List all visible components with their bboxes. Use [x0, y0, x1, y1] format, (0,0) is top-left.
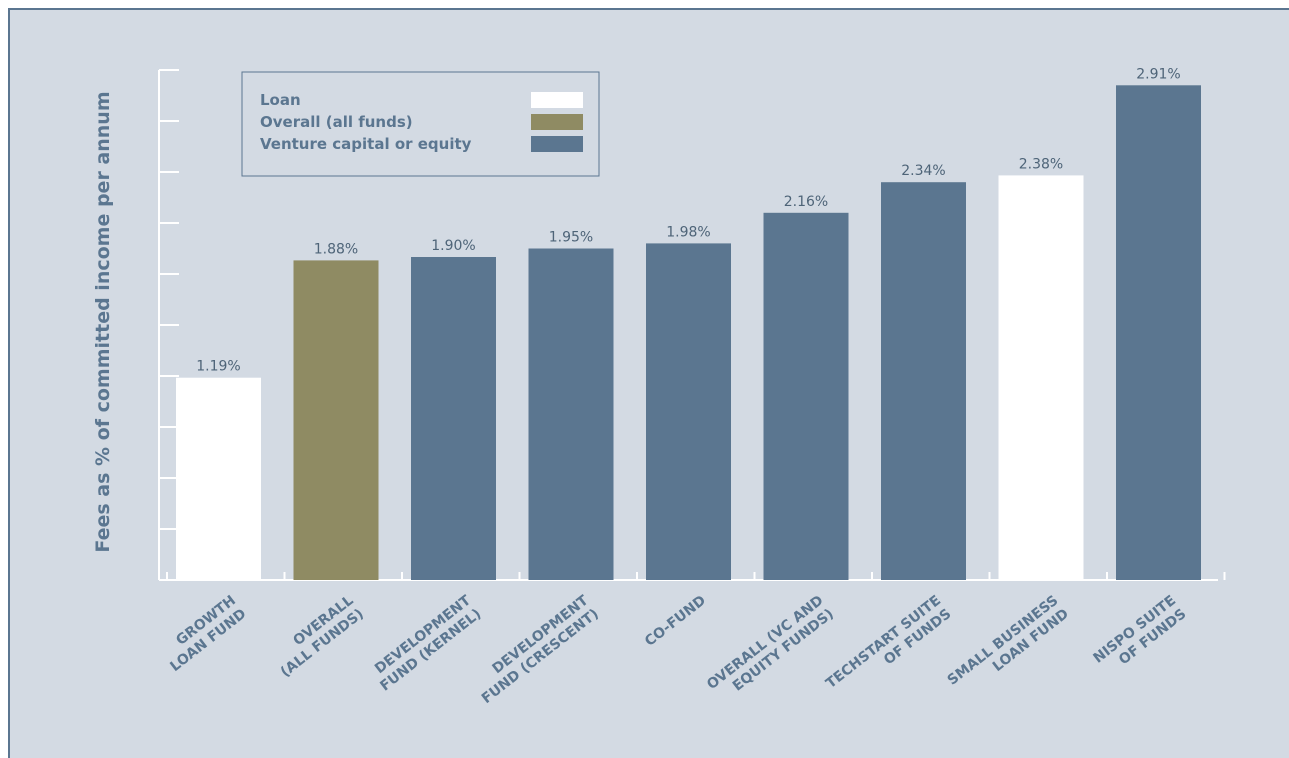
bars	[176, 85, 1201, 581]
bar-value-label: 1.19%	[196, 359, 240, 375]
bar	[293, 260, 379, 580]
y-axis-title: Fees as % of committed income per annum	[92, 91, 114, 552]
legend: Loan Overall (all funds) Venture capital o…	[241, 71, 600, 177]
legend-label: Loan	[260, 91, 301, 109]
bar	[881, 182, 966, 580]
bar-value-label: 1.90%	[431, 238, 475, 254]
bar-value-label: 1.88%	[314, 241, 358, 257]
bar-value-label: 2.91%	[1136, 66, 1180, 82]
bar-chart: 1.19% 1.88% 1.90% 1.95% 1.98% 2.16% 2.34% 2.38%…	[92, 66, 1226, 707]
chart-frame: 1.19% 1.88% 1.90% 1.95% 1.98% 2.16% 2.34% 2.38%…	[8, 8, 1289, 758]
category-label-line: FUND (CRESCENT)	[479, 606, 602, 707]
bar	[763, 212, 849, 581]
legend-swatch	[531, 114, 583, 130]
legend-swatch	[531, 92, 583, 108]
bar-value-label: 1.98%	[666, 224, 710, 240]
category-label-line: TECHSTART SUITE	[823, 593, 944, 692]
bar	[411, 257, 496, 580]
category-label-line: OVERALL (VC AND	[704, 593, 826, 694]
bar	[646, 243, 731, 580]
bar-value-label: 2.34%	[901, 163, 945, 179]
category-label-line: SMALL BUSINESS	[945, 593, 1062, 689]
bar-value-label: 2.16%	[784, 194, 828, 210]
category-label: CO-FUND	[642, 593, 709, 650]
value-labels: 1.19% 1.88% 1.90% 1.95% 1.98% 2.16% 2.34% 2.38%…	[196, 66, 1180, 374]
bar	[528, 248, 614, 580]
bar	[1116, 85, 1201, 581]
bar	[176, 377, 261, 580]
bar	[998, 175, 1084, 580]
legend-box	[241, 71, 600, 177]
category-label: OVERALL(ALL FUNDS)	[278, 593, 367, 681]
category-label-line: CO-FUND	[642, 593, 709, 650]
legend-swatch	[531, 136, 583, 152]
bar-value-label: 1.95%	[549, 230, 593, 246]
legend-label: Overall (all funds)	[260, 113, 413, 131]
bar-value-label: 2.38%	[1019, 156, 1063, 172]
legend-label: Venture capital or equity	[260, 135, 472, 153]
